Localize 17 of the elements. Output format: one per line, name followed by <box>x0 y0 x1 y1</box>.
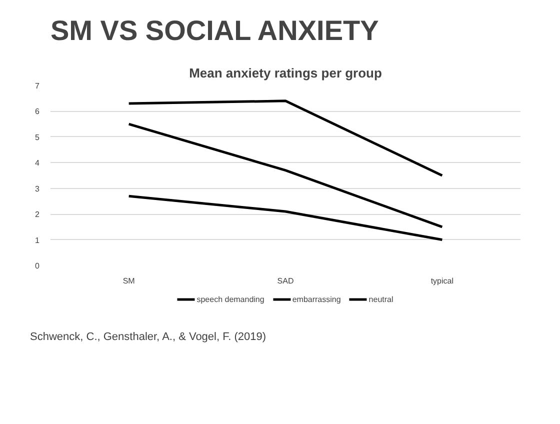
legend-label: neutral <box>368 294 394 304</box>
x-tick-label: typical <box>430 276 454 286</box>
y-tick-label: 1 <box>35 236 40 245</box>
y-tick-label: 3 <box>35 184 40 194</box>
x-tick-label: SAD <box>277 276 294 286</box>
legend-label: speech demanding <box>196 294 264 304</box>
y-tick-label: 7 <box>35 82 40 90</box>
chart-title: SM VS SOCIAL ANXIETY <box>50 15 380 46</box>
y-tick-label: 2 <box>35 210 40 220</box>
y-tick-label: 5 <box>35 132 40 142</box>
x-tick-label: SM <box>122 276 136 286</box>
legend-label: embarrassing <box>292 294 341 304</box>
text: Schwenck, C., Gensthaler, A., & Vogel, F. (2019) <box>30 330 266 345</box>
chart-subtitle: Mean anxiety ratings per group <box>189 66 382 80</box>
y-tick-label: 0 <box>35 262 40 270</box>
y-tick-label: 4 <box>35 158 40 168</box>
y-tick-label: 6 <box>35 107 40 116</box>
